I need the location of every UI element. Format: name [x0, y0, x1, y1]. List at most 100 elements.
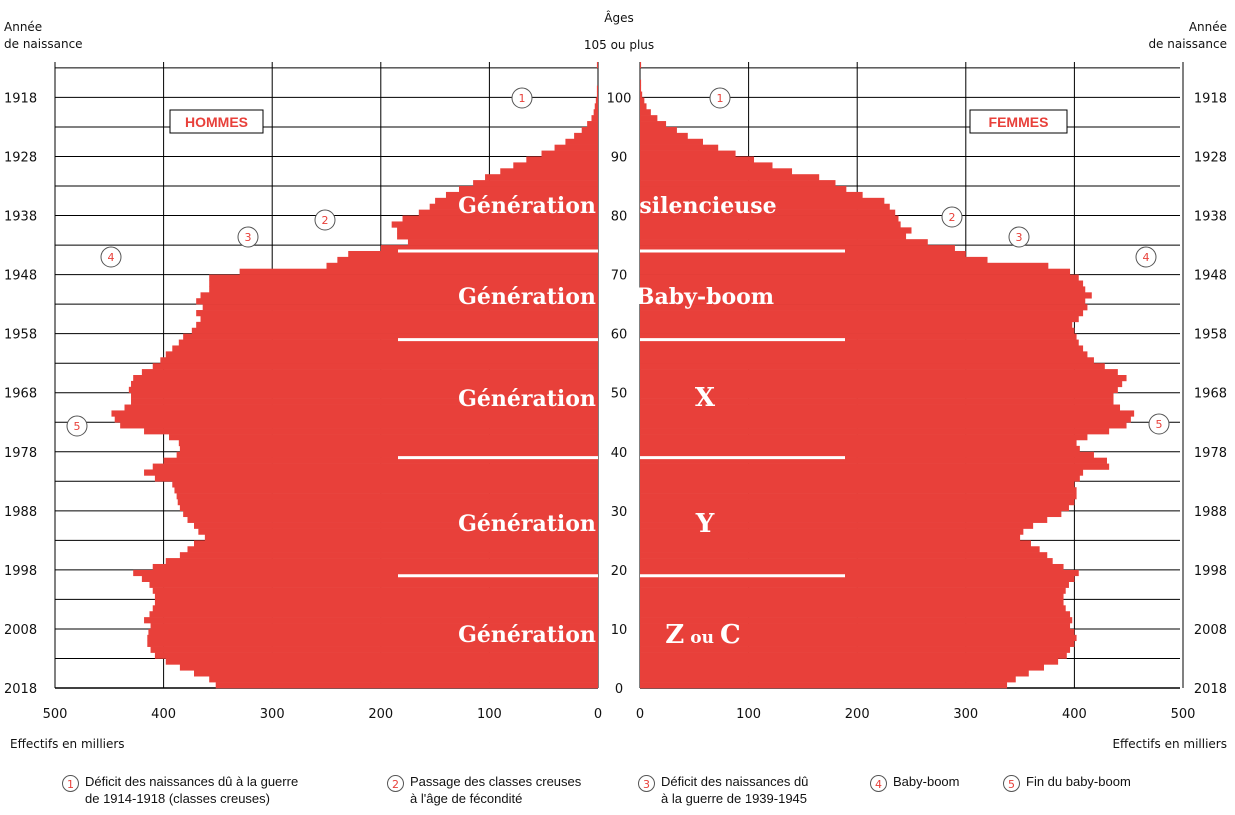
bar-femmes [640, 286, 1086, 293]
ages-top-label: 105 ou plus [584, 38, 654, 52]
bar-hommes [176, 493, 598, 500]
bar-femmes [640, 221, 901, 228]
bar-femmes [640, 91, 643, 98]
bar-hommes [473, 180, 598, 187]
year-tick-left: 1958 [4, 328, 37, 343]
x-tick-left: 500 [43, 707, 68, 722]
generation-label-left: Génération [458, 193, 596, 219]
bar-femmes [640, 510, 1062, 518]
bar-femmes [640, 85, 642, 92]
bar-hommes [418, 209, 598, 216]
femmes-label: FEMMES [989, 114, 1049, 130]
bar-femmes [640, 180, 836, 187]
bar-hommes [114, 416, 598, 423]
bar-femmes [640, 233, 907, 240]
bar-femmes [640, 79, 642, 86]
bar-hommes [397, 227, 598, 234]
bar-hommes [154, 475, 599, 482]
bar-femmes [640, 487, 1077, 494]
marker-circle [1148, 413, 1170, 435]
year-tick-right: 1938 [1194, 210, 1227, 225]
bar-femmes [640, 380, 1123, 388]
bar-hommes [120, 422, 598, 429]
bar-femmes [640, 611, 1071, 618]
year-tick-left: 1918 [4, 91, 37, 106]
bar-femmes [640, 239, 928, 246]
year-tick-right: 2018 [1194, 682, 1227, 697]
year-tick-right: 1978 [1194, 446, 1227, 461]
bar-hommes [402, 215, 598, 222]
year-tick-right: 1928 [1194, 150, 1227, 165]
marker-number: 5 [1156, 418, 1163, 431]
bar-femmes [640, 315, 1079, 323]
bar-femmes [640, 197, 885, 205]
generation-label-left: Génération [458, 386, 596, 412]
bar-hommes [179, 552, 598, 559]
bar-femmes [640, 416, 1131, 423]
generation-label-right: X [695, 383, 716, 413]
legend-item-1: 1 Déficit des naissances dû à la guerre … [62, 773, 298, 807]
bar-hommes [128, 386, 598, 394]
x-tick-left: 200 [368, 707, 393, 722]
bar-femmes [640, 504, 1069, 512]
bar-femmes [640, 156, 755, 163]
bar-hommes [581, 126, 598, 134]
bar-femmes [640, 563, 1064, 571]
x-tick-right: 100 [736, 707, 761, 722]
bar-femmes [640, 398, 1114, 405]
bar-hommes [154, 593, 599, 600]
bar-femmes [640, 386, 1118, 394]
year-tick-left: 1998 [4, 564, 37, 579]
bar-hommes [565, 138, 598, 145]
bar-hommes [513, 162, 598, 169]
year-tick-right: 1968 [1194, 387, 1227, 402]
year-axis-title-right: de naissance [1148, 37, 1227, 51]
year-tick-left: 1988 [4, 505, 37, 520]
bar-hommes [326, 262, 598, 269]
year-tick-left: 1978 [4, 446, 37, 461]
bar-femmes [640, 640, 1075, 647]
legend-marker-5: 5 [1003, 775, 1020, 792]
bar-hommes [194, 670, 598, 677]
marker-number: 4 [108, 251, 115, 264]
bar-femmes [640, 410, 1135, 417]
bar-hommes [144, 617, 598, 624]
bar-hommes [239, 268, 598, 275]
bar-hommes [593, 109, 598, 116]
x-tick-left: 300 [260, 707, 285, 722]
bar-hommes [149, 581, 598, 588]
bar-femmes [640, 528, 1024, 535]
femmes-label-box [969, 109, 1068, 134]
marker-circle [1135, 246, 1157, 268]
bar-femmes [640, 605, 1066, 612]
bar-femmes [640, 357, 1094, 364]
generation-label-left: Génération [458, 622, 596, 648]
year-tick-right: 1948 [1194, 269, 1227, 284]
legend-item-5: 5 Fin du baby-boom [1003, 773, 1131, 792]
bar-femmes [640, 292, 1092, 299]
bar-hommes [200, 315, 599, 323]
bar-hommes [485, 174, 598, 181]
legend-item-2: 2 Passage des classes creuses à l'âge de… [387, 773, 581, 807]
bar-hommes [458, 186, 598, 193]
bar-femmes [640, 132, 688, 140]
legend-text-4: Baby-boom [893, 774, 960, 789]
bar-femmes [640, 516, 1048, 523]
bar-femmes [640, 670, 1029, 677]
bar-hommes [187, 546, 598, 553]
bar-hommes [209, 274, 598, 281]
bar-femmes [640, 333, 1077, 340]
generation-label-part: Z [665, 620, 684, 650]
bar-hommes [541, 150, 598, 157]
bar-femmes [640, 552, 1048, 559]
year-tick-left: 1968 [4, 387, 37, 402]
bar-hommes [148, 628, 598, 636]
generation-label-part: ou [690, 628, 714, 648]
bar-hommes [196, 321, 598, 329]
bar-femmes [640, 150, 736, 157]
bar-hommes [196, 298, 598, 305]
bar-femmes [640, 404, 1121, 411]
year-axis-title-right: Année [1189, 20, 1227, 34]
bar-hommes [172, 345, 598, 352]
bar-femmes [640, 451, 1094, 458]
